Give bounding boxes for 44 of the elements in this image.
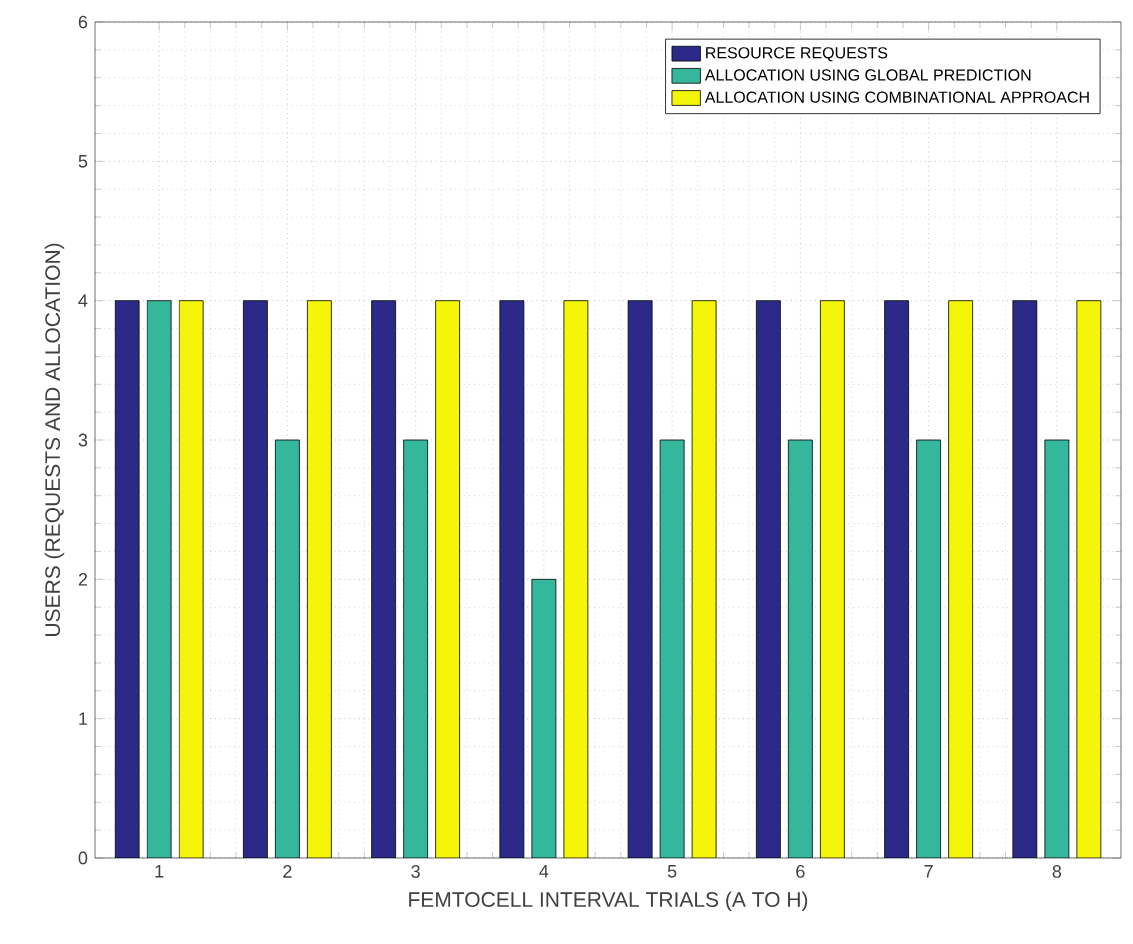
bar (884, 300, 910, 858)
bar (948, 300, 974, 858)
bar (178, 300, 204, 858)
x-axis-title: FEMTOCELL INTERVAL TRIALS (A TO H) (409, 891, 808, 912)
x-tick-label: 4 (539, 865, 549, 878)
bar (435, 300, 461, 858)
bar (146, 300, 172, 858)
bar (627, 300, 653, 858)
bar (787, 439, 813, 858)
x-tick-label: 2 (283, 865, 292, 878)
legend-label: ALLOCATION USING GLOBAL PREDICTION (704, 69, 1031, 81)
y-tick-label: 4 (78, 294, 88, 307)
bar (403, 439, 429, 858)
bar (691, 300, 717, 858)
y-tick-label: 0 (78, 851, 88, 865)
bar (306, 300, 332, 858)
bar (371, 300, 397, 858)
x-tick-label: 5 (667, 865, 677, 878)
x-tick-label: 3 (411, 865, 420, 878)
x-tick-label: 1 (155, 865, 164, 878)
y-tick-label: 3 (78, 433, 88, 447)
legend-label: ALLOCATION USING COMBINATIONAL APPROACH (704, 91, 1089, 103)
legend-label: RESOURCE REQUESTS (706, 47, 888, 62)
bar (499, 300, 525, 858)
bar (659, 439, 685, 858)
bar (274, 439, 300, 858)
x-tick-label: 6 (796, 865, 805, 878)
bar (819, 300, 845, 858)
bar (531, 578, 557, 858)
bar (242, 300, 268, 858)
y-tick-label: 2 (78, 573, 88, 586)
x-tick-label: 8 (1052, 865, 1062, 878)
bar (1012, 300, 1038, 858)
x-tick-label: 7 (924, 865, 933, 878)
bar (916, 439, 942, 858)
y-axis-title: USERS (REQUESTS AND ALLOCATION) (44, 243, 65, 636)
bar (1044, 439, 1070, 858)
y-tick-label: 5 (78, 155, 88, 168)
bar (114, 300, 140, 858)
bar (755, 300, 781, 858)
bar (563, 300, 589, 858)
bar (1076, 300, 1102, 858)
y-tick-label: 6 (78, 15, 88, 29)
y-tick-label: 1 (79, 712, 88, 725)
